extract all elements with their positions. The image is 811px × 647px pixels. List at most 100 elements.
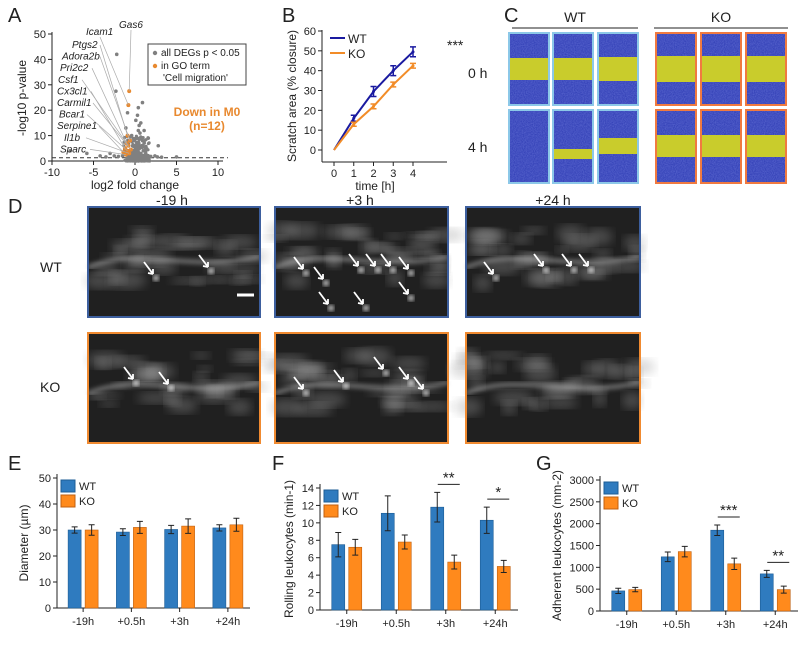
y-tick-label: 10 (302, 518, 314, 530)
x-tick-label: +0.5h (662, 619, 690, 631)
y-tick-label: 50 (34, 29, 46, 41)
scratch-gap (598, 138, 638, 154)
vessel-signal (523, 364, 556, 383)
vessel-signal (563, 235, 596, 252)
data-point (352, 116, 356, 120)
y-tick-label: 20 (304, 105, 316, 117)
deg-point (98, 154, 102, 158)
arrow-icon (533, 253, 544, 267)
arrow-icon (373, 356, 384, 370)
leukocyte (390, 267, 396, 273)
gene-label: Carmil1 (57, 98, 91, 109)
scratch-gap (746, 56, 786, 82)
vessel-signal (593, 248, 612, 259)
vessel-signal (107, 271, 147, 289)
x-tick-label: 10 (212, 167, 224, 179)
error-bar (384, 495, 391, 532)
gene-label: Sparc (60, 144, 86, 155)
deg-point (104, 155, 108, 159)
deg-point (116, 154, 121, 159)
leukocyte (408, 295, 414, 301)
deg-point (142, 141, 146, 145)
arrow-icon (333, 369, 344, 383)
y-tick-label: 0 (310, 145, 316, 157)
arrow-icon (293, 376, 304, 390)
leukocyte (363, 305, 369, 311)
deg-point (155, 155, 160, 159)
error-bar (119, 528, 126, 536)
error-bar (615, 587, 622, 595)
deg-point (68, 149, 73, 153)
ko-scratch-image (700, 32, 742, 106)
scratch-gap (553, 58, 593, 80)
d-col-label-plus24h: +24 h (535, 192, 570, 208)
panel-label-b: B (282, 5, 295, 27)
deg-point (131, 153, 135, 158)
vessel-signal (428, 227, 465, 243)
gene-leader-line (86, 114, 128, 152)
y-tick-label: 1000 (570, 562, 594, 574)
bar-ko (348, 546, 363, 611)
legend-label: KO (342, 506, 358, 518)
legend-entry: all DEGs p < 0.05 (161, 48, 240, 59)
x-axis-title: time [h] (355, 179, 394, 193)
leukocyte (358, 267, 364, 273)
vessel-signal (229, 349, 263, 362)
scratch-gap (701, 135, 741, 157)
data-point (391, 69, 395, 73)
vessel-signal (392, 357, 426, 370)
vessel-signal (99, 400, 119, 408)
vessel-signal (471, 240, 495, 255)
bar-ko (229, 524, 244, 609)
vessel-signal (555, 245, 569, 254)
bar-ko (133, 527, 147, 609)
panel-label-d: D (8, 196, 22, 218)
deg-point (114, 52, 119, 57)
arrow-icon (143, 261, 154, 275)
error-bar (451, 554, 458, 570)
bar-ko (397, 541, 412, 611)
gene-label: Bcar1 (59, 110, 85, 121)
deg-point (143, 145, 147, 149)
x-tick-label: 4 (410, 168, 416, 180)
deg-point (139, 143, 144, 148)
y-tick-label: 40 (39, 499, 51, 511)
deg-point (147, 141, 151, 145)
x-tick-label: +3h (716, 619, 735, 631)
vessel-signal (425, 249, 441, 256)
x-tick-label: +24h (215, 616, 240, 628)
arrow-icon (578, 253, 589, 267)
leukocyte (343, 383, 349, 389)
arrow-icon (483, 261, 494, 275)
legend-swatch (323, 504, 339, 518)
leukocyte (588, 267, 594, 273)
wt-scratch-image (597, 32, 639, 106)
y-tick-label: 8 (308, 535, 314, 547)
legend-swatch (603, 496, 619, 510)
c-ko-label: KO (711, 9, 731, 25)
bar-wt (430, 506, 445, 611)
vessel-signal (530, 397, 548, 411)
arrow-icon (123, 366, 134, 380)
d-row-label-wt: WT (40, 259, 62, 275)
vessel-signal (193, 372, 209, 383)
deg-point (140, 100, 145, 105)
arrow-icon (293, 256, 304, 270)
wt-scratch-image (508, 109, 550, 184)
error-bar (681, 545, 688, 558)
gene-leader-line (128, 29, 132, 92)
leukocyte (543, 267, 549, 273)
vessel-signal (84, 273, 116, 289)
deg-point (139, 151, 143, 156)
x-tick-label: +0.5h (117, 616, 145, 628)
vessel-signal (484, 351, 524, 360)
scratch-image-texture (509, 110, 549, 183)
bar-ko (181, 525, 195, 609)
scratch-gap (656, 56, 696, 82)
vessel-signal (342, 368, 357, 382)
significance-marker: *** (447, 37, 464, 53)
leukocyte (208, 268, 214, 274)
leukocyte (423, 390, 429, 396)
deg-point (136, 128, 141, 133)
